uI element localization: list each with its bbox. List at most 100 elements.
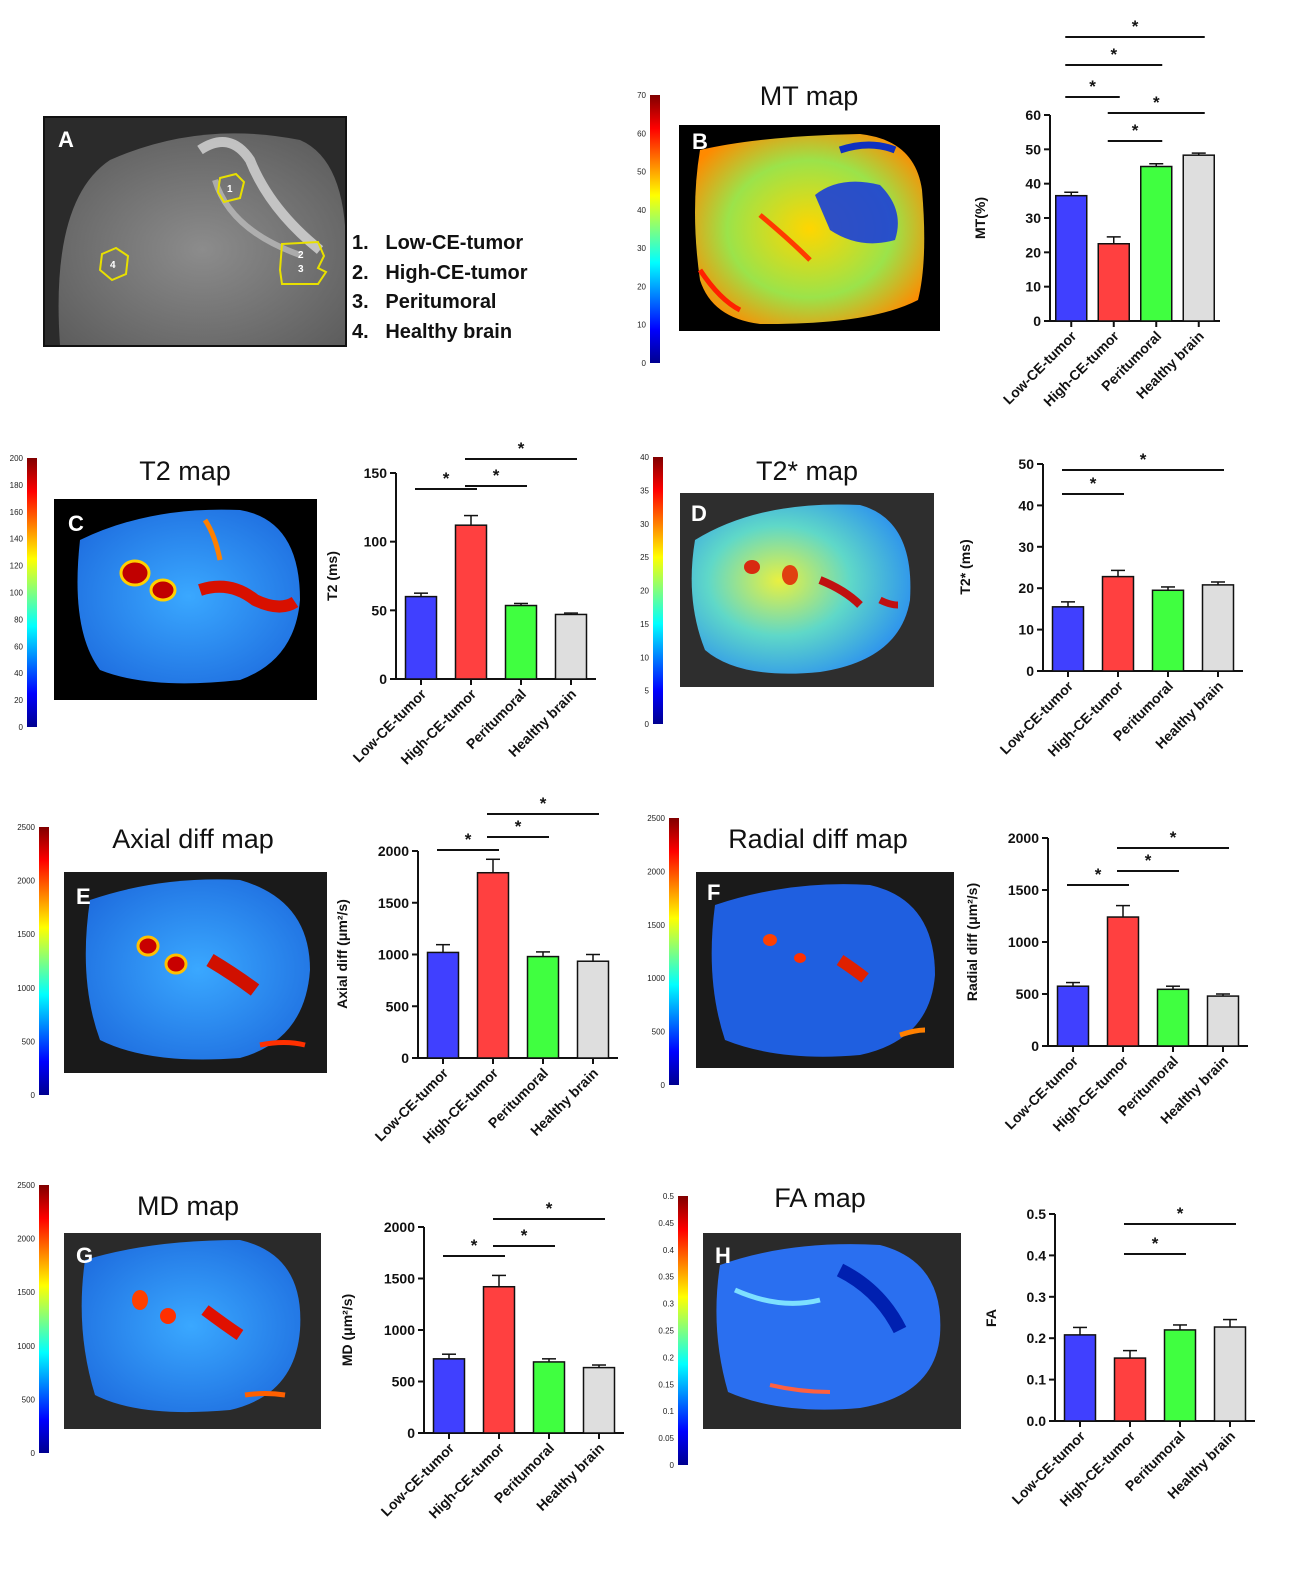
y-axis-label-h: FA (983, 1309, 999, 1327)
colorbar-tick-label: 0.1 (663, 1407, 675, 1416)
panel-letter-a: A (58, 127, 74, 152)
y-tick-label: 50 (371, 602, 387, 618)
y-tick-label: 0.2 (1027, 1330, 1047, 1346)
y-tick-label: 1000 (1008, 934, 1039, 950)
bar-healthy-brain (1213, 1326, 1247, 1422)
mri-brain (58, 133, 346, 345)
colorbar-tick-label: 70 (637, 91, 646, 100)
colorbar-tick-label: 500 (22, 1037, 36, 1046)
y-tick-label: 20 (1018, 580, 1034, 596)
colorbar-c (27, 458, 37, 727)
y-tick-label: 1500 (1008, 882, 1039, 898)
y-tick-label: 0.3 (1027, 1289, 1047, 1305)
colorbar-tick-label: 40 (637, 206, 646, 215)
mri-enhancing-rim (197, 137, 324, 254)
colorbar-tick-label: 0.15 (658, 1380, 674, 1389)
y-tick-label: 0 (1031, 1038, 1039, 1054)
y-axis-label-g: MD (μm²/s) (339, 1294, 355, 1366)
significance-star: * (1095, 865, 1102, 884)
bar-low-ce-tumor (404, 595, 438, 680)
panel-letter-c: C (68, 511, 84, 536)
colorbar-tick-label: 0.05 (658, 1434, 674, 1443)
colorbar-h (678, 1196, 688, 1465)
y-tick-label: 50 (1025, 141, 1041, 157)
map-image-f (696, 872, 954, 1068)
bar-high-ce-tumor (476, 871, 510, 1059)
bar-low-ce-tumor (1056, 985, 1090, 1047)
colorbar-tick-label: 20 (14, 696, 23, 705)
significance-star: * (1153, 93, 1160, 112)
y-axis-label-d: T2* (ms) (957, 539, 973, 594)
colorbar-b (650, 95, 660, 363)
colorbar-tick-label: 0 (642, 359, 647, 368)
colorbar-tick-label: 0 (19, 723, 24, 732)
significance-star: * (465, 830, 472, 849)
bar-high-ce-tumor (1101, 575, 1135, 672)
map-title-e: Axial diff map (112, 824, 274, 854)
bar-low-ce-tumor (1063, 1334, 1097, 1422)
colorbar-tick-label: 0 (661, 1081, 666, 1090)
bar-low-ce-tumor (426, 951, 460, 1059)
y-tick-label: 2000 (378, 843, 409, 859)
x-tick-label: Low-CE-tumor (1000, 327, 1080, 407)
bar-low-ce-tumor (432, 1358, 466, 1434)
map-image-c (54, 499, 317, 700)
y-axis-label-b: MT(%) (972, 197, 988, 239)
legend-item-low-ce-tumor: 1. Low-CE-tumor (352, 232, 523, 254)
colorbar-tick-label: 0.4 (663, 1246, 675, 1255)
y-axis-label-e: Axial diff (μm²/s) (334, 899, 350, 1009)
colorbar-tick-label: 0.45 (658, 1219, 674, 1228)
colorbar-tick-label: 40 (640, 453, 649, 462)
bar-high-ce-tumor (1113, 1357, 1147, 1422)
colorbar-tick-label: 0.35 (658, 1273, 674, 1282)
map-title-c: T2 map (139, 456, 231, 486)
colorbar-tick-label: 5 (645, 687, 650, 696)
panel-letter-b: B (692, 129, 708, 154)
colorbar-tick-label: 2500 (647, 814, 665, 823)
colorbar-tick-label: 160 (10, 508, 24, 517)
y-tick-label: 40 (1025, 176, 1041, 192)
panel-a: A 1 2 3 4 1. Low-CE-tumor 2. High-CE-tum… (43, 116, 528, 347)
colorbar-tick-label: 0.3 (663, 1300, 675, 1309)
colorbar-tick-label: 60 (637, 129, 646, 138)
bar-peritumoral (1151, 589, 1185, 672)
map-title-h: FA map (774, 1183, 866, 1213)
significance-star: * (493, 466, 500, 485)
bar-high-ce-tumor (454, 524, 488, 680)
colorbar-tick-label: 0.25 (658, 1327, 674, 1336)
y-tick-label: 0 (379, 671, 387, 687)
y-tick-label: 0.1 (1027, 1372, 1047, 1388)
bar-high-ce-tumor (1106, 916, 1140, 1047)
bar-low-ce-tumor (1055, 194, 1088, 322)
significance-star: * (1090, 474, 1097, 493)
y-tick-label: 40 (1018, 497, 1034, 513)
roi-outline-healthy-brain (98, 246, 130, 282)
colorbar-tick-label: 1500 (17, 930, 35, 939)
colorbar-tick-label: 120 (10, 562, 24, 571)
y-tick-label: 30 (1025, 210, 1041, 226)
y-tick-label: 1500 (384, 1271, 415, 1287)
panel-letter-f: F (707, 880, 720, 905)
colorbar-tick-label: 20 (637, 282, 646, 291)
significance-star: * (515, 817, 522, 836)
colorbar-tick-label: 0 (31, 1091, 36, 1100)
bar-high-ce-tumor (1097, 243, 1130, 322)
bar-healthy-brain (554, 613, 588, 680)
y-tick-label: 1000 (384, 1322, 415, 1338)
significance-star: * (1145, 851, 1152, 870)
y-tick-label: 0.4 (1027, 1247, 1047, 1263)
significance-star: * (521, 1226, 528, 1245)
bar-healthy-brain (576, 960, 610, 1059)
y-tick-label: 500 (386, 998, 410, 1014)
y-tick-label: 10 (1018, 622, 1034, 638)
bar-healthy-brain (582, 1366, 616, 1434)
y-tick-label: 0 (407, 1425, 415, 1441)
y-tick-label: 2000 (384, 1219, 415, 1235)
map-image-e (64, 872, 327, 1073)
significance-star: * (443, 469, 450, 488)
colorbar-tick-label: 25 (640, 553, 649, 562)
colorbar-tick-label: 500 (652, 1028, 666, 1037)
significance-star: * (540, 794, 547, 813)
significance-star: * (546, 1199, 553, 1218)
